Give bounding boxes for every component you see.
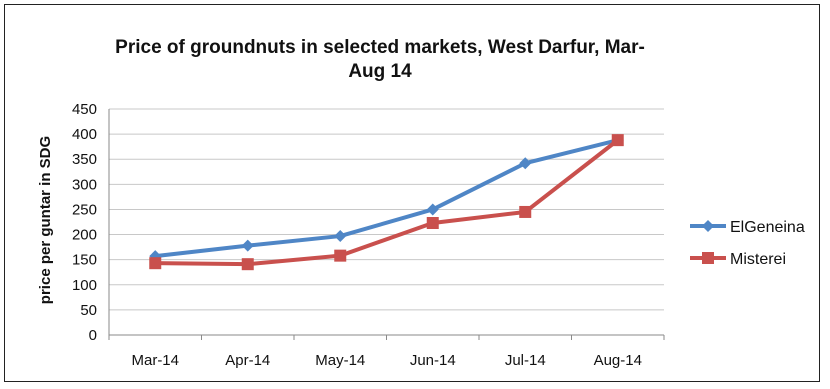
data-point (426, 203, 439, 216)
legend-label: ElGeneina (730, 219, 805, 236)
series-elgeneina (149, 134, 624, 263)
series-misterei (149, 134, 624, 271)
legend-entry: ElGeneina (690, 219, 805, 236)
y-axis-label: price per guntar in SDG (37, 136, 54, 304)
x-tick-label: Apr-14 (225, 352, 270, 369)
x-tick-label: Jul-14 (505, 352, 546, 369)
y-tick-label: 150 (72, 252, 97, 269)
axis-layer: 0 50 100 150 200 250 300 350 400 450 Mar-14 Apr-14 M… (72, 101, 665, 369)
y-tick-label: 400 (72, 126, 97, 143)
y-tick-label: 300 (72, 176, 97, 193)
y-tick-label: 0 (89, 327, 97, 344)
y-tick-label: 350 (72, 151, 97, 168)
legend-entry: Misterei (690, 251, 786, 268)
legend-marker (702, 252, 714, 264)
y-tick-label: 50 (80, 302, 97, 319)
series-line (153, 138, 620, 267)
data-point (149, 257, 162, 270)
series-layer (149, 134, 624, 271)
data-point (426, 217, 439, 230)
series-line (153, 138, 620, 259)
data-point (519, 205, 532, 218)
data-point (241, 258, 254, 271)
data-point (519, 157, 532, 170)
data-point (334, 249, 347, 262)
grid-layer (109, 108, 664, 311)
chart-frame (4, 4, 820, 382)
legend-marker (702, 220, 714, 232)
data-point (334, 230, 347, 243)
data-point (241, 239, 254, 252)
x-tick-label: May-14 (315, 352, 365, 369)
x-tick-label: Mar-14 (131, 352, 179, 369)
x-tick-label: Aug-14 (594, 352, 642, 369)
legend-label: Misterei (730, 251, 786, 268)
y-tick-label: 250 (72, 201, 97, 218)
legend-layer: ElGeneina Misterei (690, 219, 805, 268)
y-tick-label: 100 (72, 277, 97, 294)
x-tick-label: Jun-14 (410, 352, 456, 369)
chart-title: Price of groundnuts in selected markets,… (115, 37, 645, 82)
y-tick-label: 450 (72, 101, 97, 118)
y-tick-label: 200 (72, 227, 97, 244)
data-point (611, 134, 624, 147)
